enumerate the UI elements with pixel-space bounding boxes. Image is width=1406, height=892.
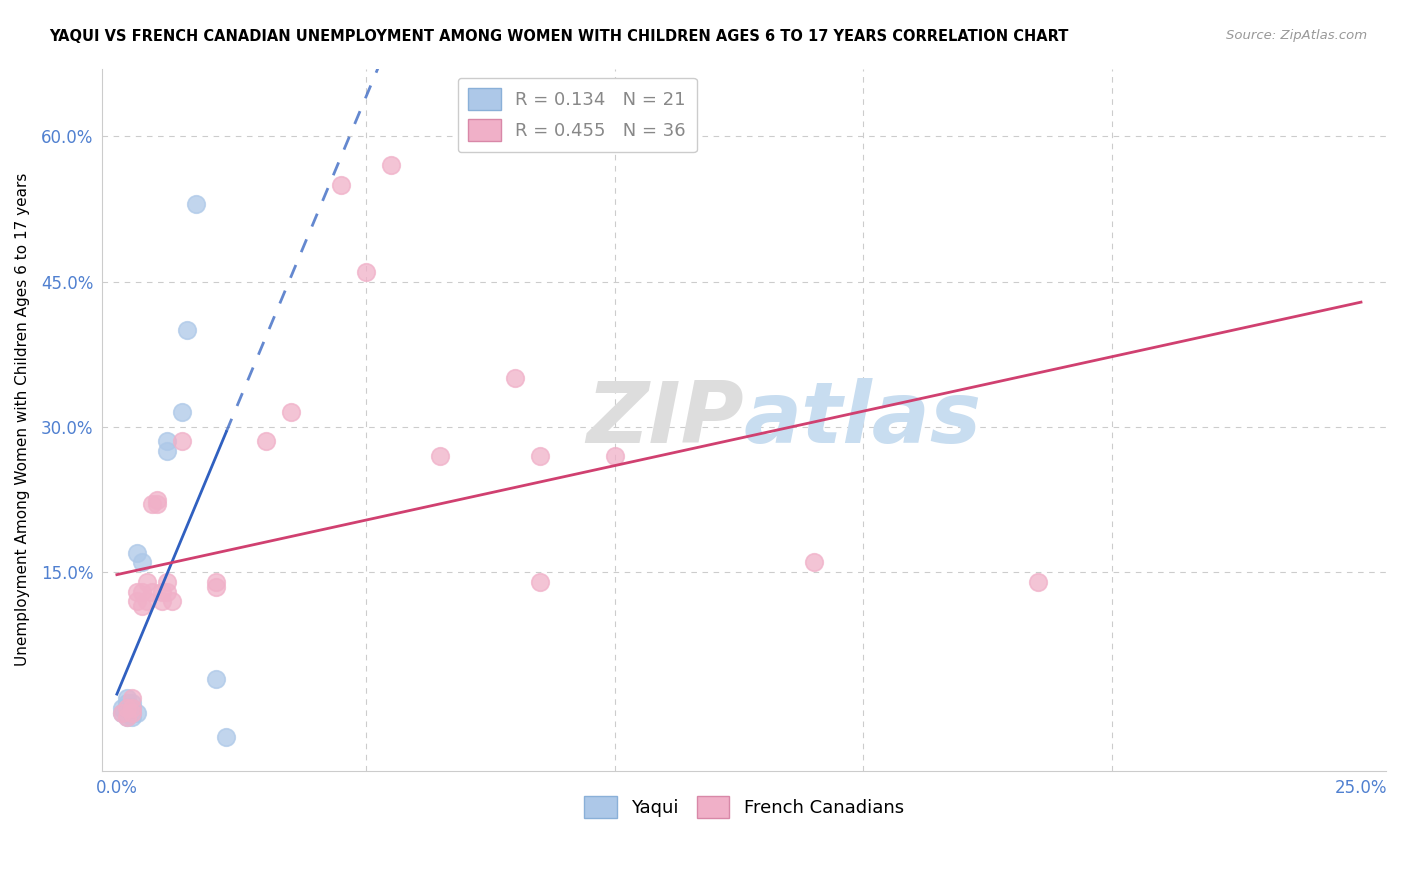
- Point: [205, 672, 228, 686]
- Y-axis label: Unemployment Among Women with Children Ages 6 to 17 years: Unemployment Among Women with Children A…: [15, 173, 30, 666]
- Point: [125, 584, 148, 599]
- Point: [529, 574, 551, 589]
- Point: [160, 594, 183, 608]
- Point: [131, 584, 153, 599]
- Point: [121, 696, 143, 710]
- Point: [111, 706, 134, 720]
- Point: [125, 546, 148, 560]
- Point: [115, 710, 138, 724]
- Point: [141, 497, 163, 511]
- Point: [115, 710, 138, 724]
- Point: [150, 584, 173, 599]
- Point: [115, 696, 138, 710]
- Point: [121, 710, 143, 724]
- Point: [603, 449, 626, 463]
- Point: [111, 706, 134, 720]
- Point: [170, 405, 193, 419]
- Point: [141, 584, 163, 599]
- Point: [205, 580, 228, 594]
- Point: [135, 574, 157, 589]
- Point: [121, 700, 143, 714]
- Text: ZIP: ZIP: [586, 378, 744, 461]
- Text: atlas: atlas: [744, 378, 981, 461]
- Point: [503, 371, 526, 385]
- Point: [115, 706, 138, 720]
- Text: YAQUI VS FRENCH CANADIAN UNEMPLOYMENT AMONG WOMEN WITH CHILDREN AGES 6 TO 17 YEA: YAQUI VS FRENCH CANADIAN UNEMPLOYMENT AM…: [49, 29, 1069, 44]
- Point: [115, 700, 138, 714]
- Point: [280, 405, 302, 419]
- Point: [145, 492, 167, 507]
- Point: [131, 556, 153, 570]
- Point: [121, 700, 143, 714]
- Point: [145, 497, 167, 511]
- Point: [156, 434, 179, 449]
- Legend: Yaqui, French Canadians: Yaqui, French Canadians: [576, 789, 911, 825]
- Text: Source: ZipAtlas.com: Source: ZipAtlas.com: [1226, 29, 1367, 42]
- Point: [125, 594, 148, 608]
- Point: [115, 691, 138, 706]
- Point: [156, 444, 179, 458]
- Point: [131, 599, 153, 613]
- Point: [125, 706, 148, 720]
- Point: [215, 730, 238, 744]
- Point: [121, 706, 143, 720]
- Point: [205, 574, 228, 589]
- Point: [329, 178, 352, 192]
- Point: [135, 594, 157, 608]
- Point: [429, 449, 451, 463]
- Point: [150, 594, 173, 608]
- Point: [176, 323, 198, 337]
- Point: [170, 434, 193, 449]
- Point: [186, 197, 208, 211]
- Point: [111, 700, 134, 714]
- Point: [121, 691, 143, 706]
- Point: [254, 434, 277, 449]
- Point: [121, 706, 143, 720]
- Point: [529, 449, 551, 463]
- Point: [156, 584, 179, 599]
- Point: [380, 158, 402, 172]
- Point: [354, 265, 377, 279]
- Point: [1026, 574, 1049, 589]
- Point: [803, 556, 825, 570]
- Point: [115, 700, 138, 714]
- Point: [156, 574, 179, 589]
